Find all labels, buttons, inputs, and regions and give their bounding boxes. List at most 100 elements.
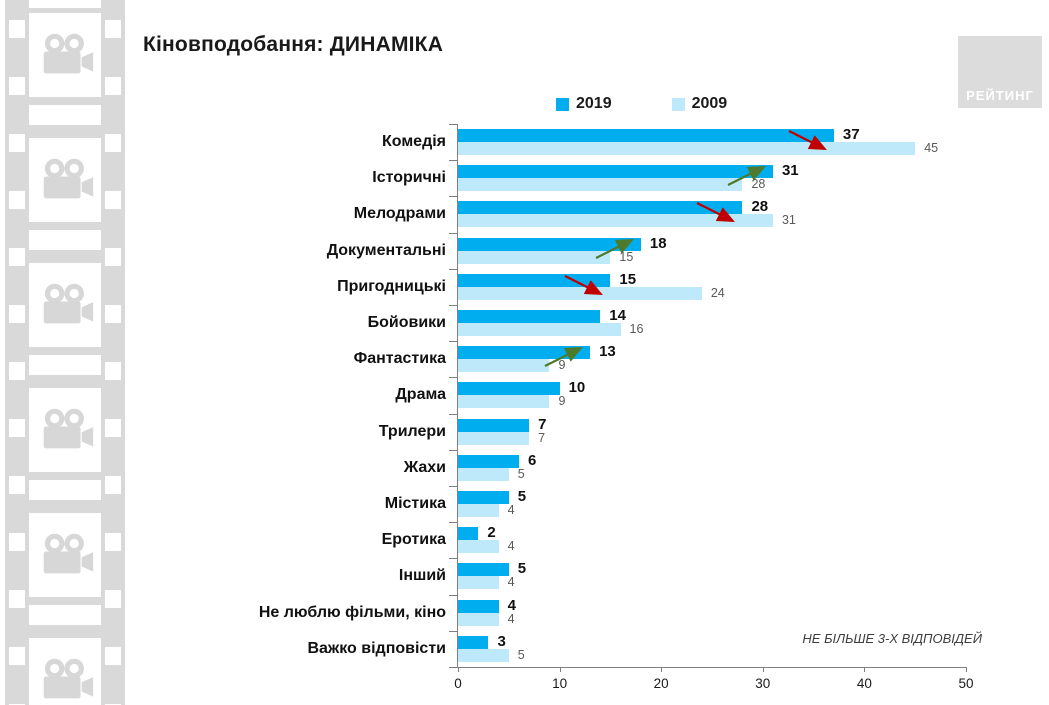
category-label: Драма [395, 386, 446, 404]
category-label: Інший [398, 567, 446, 585]
legend-swatch-2009 [671, 97, 685, 111]
category-label: Фантастика [353, 350, 446, 368]
filmstrip-sprocket-holes-left [9, 0, 25, 705]
legend-label-2009: 2009 [691, 95, 728, 112]
trend-down-arrow-icon [564, 274, 604, 295]
chart-row: 37 45 [458, 124, 966, 160]
bar-2019 [458, 418, 530, 432]
bar-2009 [458, 648, 509, 662]
category-label: Пригодницькі [337, 277, 446, 295]
rating-group-logo: РЕЙТИНГ [958, 36, 1042, 108]
value-label-2019: 37 [842, 126, 860, 143]
filmstrip-blank-frame [29, 605, 101, 625]
x-axis-tick-label: 0 [454, 676, 462, 691]
filmstrip-blank-frame [29, 105, 101, 125]
filmstrip-camera-frame [29, 13, 101, 97]
bar-2009 [458, 540, 499, 554]
legend-item-2009: 2009 [671, 95, 728, 113]
value-label-2009: 16 [629, 322, 644, 336]
value-label-2019: 3 [497, 632, 506, 650]
category-label: Важко відповісти [307, 639, 446, 657]
y-axis-tick [449, 594, 457, 596]
value-label-2009: 5 [517, 466, 525, 481]
y-axis-tick [449, 196, 457, 198]
bar-2009 [458, 142, 916, 155]
value-label-2009: 31 [781, 213, 796, 228]
category-label: Не люблю фільми, кіно [258, 603, 446, 621]
chart-row: 15 24 [458, 269, 966, 305]
bar-2009 [458, 395, 550, 409]
plot-area: 37 45 31 28 28 31 18 15 15 24 14 16 13 9 10 9 7 7 6 5 5 4 2 4 5 4… [449, 124, 974, 691]
y-axis-tick [449, 667, 457, 668]
filmstrip-blank-frame [29, 230, 101, 250]
bar-2019 [458, 382, 560, 396]
trend-up-arrow-icon [727, 166, 766, 187]
bar-2009 [458, 576, 499, 590]
bar-2009 [458, 214, 773, 228]
bar-2019 [458, 237, 641, 251]
value-label-2019: 10 [568, 379, 586, 397]
legend-item-2019: 2019 [556, 95, 612, 113]
chart-row: 10 9 [458, 377, 966, 413]
y-axis-tick [449, 341, 457, 343]
trend-down-arrow-icon [788, 130, 827, 150]
value-label-2009: 4 [507, 575, 515, 590]
bar-2009 [458, 504, 499, 517]
value-label-2019: 6 [527, 451, 537, 469]
value-label-2019: 28 [751, 198, 769, 216]
bar-2009 [458, 612, 499, 626]
y-axis-tick [449, 522, 457, 524]
filmstrip-blank-frame [29, 355, 101, 375]
chart-row: 28 31 [458, 196, 966, 232]
bar-2009 [458, 467, 509, 481]
category-label: Трилери [378, 422, 446, 440]
chart-row: 31 28 [458, 160, 966, 196]
bar-2019 [458, 491, 509, 504]
filmstrip-camera-frame [29, 138, 101, 222]
legend-swatch-2019 [556, 97, 569, 111]
x-axis-tick [966, 667, 967, 672]
value-label-2019: 7 [538, 415, 547, 433]
rating-logo-text: РЕЙТИНГ [966, 88, 1034, 103]
value-label-2009: 4 [507, 539, 515, 554]
bar-2019 [458, 273, 611, 287]
x-axis-tick [559, 667, 561, 672]
y-axis-tick [449, 305, 457, 306]
bar-2019 [458, 165, 773, 179]
x-axis-tick-label: 30 [755, 676, 771, 691]
category-label: Мелодрами [353, 205, 446, 223]
bar-2009 [458, 250, 611, 264]
category-label: Жахи [403, 458, 446, 476]
value-label-2019: 13 [599, 343, 616, 361]
bar-2019 [458, 599, 499, 613]
y-axis-tick [449, 630, 457, 632]
filmstrip-frames [5, 0, 125, 705]
y-axis-tick [449, 486, 457, 487]
category-labels-column: Комедія Історичні Мелодрами Документальні Пр… [245, 124, 457, 668]
category-label: Документальні [326, 241, 446, 259]
category-label: Містика [384, 494, 446, 512]
bar-2019 [458, 635, 489, 649]
y-axis-tick [449, 160, 457, 162]
bar-2009 [458, 359, 550, 373]
bar-2019 [458, 346, 591, 360]
x-axis-tick-label: 10 [552, 676, 568, 691]
value-label-2019: 14 [609, 307, 626, 324]
value-label-2009: 9 [558, 358, 566, 373]
chart-row: 13 9 [458, 341, 966, 377]
bar-2019 [458, 527, 479, 541]
value-label-2019: 4 [507, 596, 516, 614]
movie-camera-icon [43, 408, 94, 449]
bar-2019 [458, 454, 519, 468]
value-label-2009: 45 [924, 141, 939, 155]
trend-up-arrow-icon [544, 347, 584, 368]
x-axis-tick-label: 20 [653, 676, 669, 691]
category-label: Еротика [381, 531, 446, 549]
movie-camera-icon [43, 158, 94, 199]
bar-2009 [458, 178, 743, 192]
